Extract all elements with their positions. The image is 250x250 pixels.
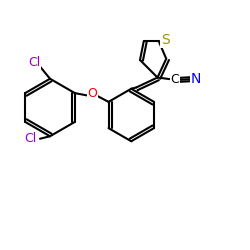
Text: Cl: Cl — [24, 132, 36, 145]
Text: C: C — [170, 73, 179, 86]
Text: Cl: Cl — [28, 56, 40, 70]
Text: O: O — [88, 87, 98, 100]
Text: N: N — [190, 72, 201, 86]
Text: S: S — [160, 33, 170, 47]
